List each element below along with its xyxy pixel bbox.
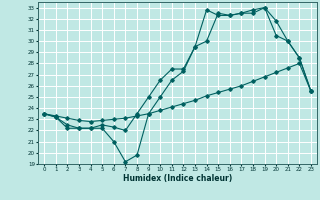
X-axis label: Humidex (Indice chaleur): Humidex (Indice chaleur) bbox=[123, 174, 232, 183]
